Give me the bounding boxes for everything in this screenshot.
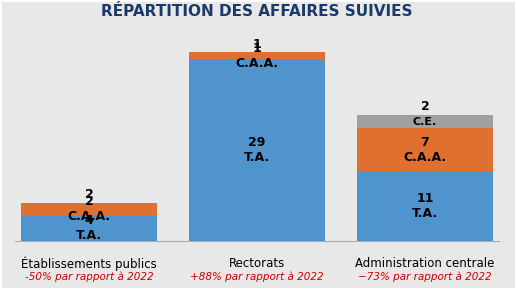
Text: −73% par rapport à 2022: −73% par rapport à 2022 — [358, 271, 492, 281]
Bar — [189, 52, 325, 59]
Text: 2
C.A.A.: 2 C.A.A. — [68, 195, 111, 223]
Text: 2: 2 — [421, 100, 429, 113]
Bar — [21, 216, 157, 241]
Text: 4
T.A.: 4 T.A. — [76, 214, 102, 242]
Text: 29
T.A.: 29 T.A. — [244, 136, 270, 164]
Title: RÉPARTITION DES AFFAIRES SUIVIES: RÉPARTITION DES AFFAIRES SUIVIES — [101, 4, 413, 19]
Text: 2: 2 — [85, 188, 94, 201]
Bar — [357, 172, 493, 241]
Text: +88% par rapport à 2022: +88% par rapport à 2022 — [190, 271, 324, 281]
Text: Administration centrale: Administration centrale — [355, 257, 494, 270]
Bar — [21, 203, 157, 216]
Bar — [357, 115, 493, 128]
Text: 1
C.A.A.: 1 C.A.A. — [235, 42, 279, 70]
Bar — [357, 128, 493, 172]
Text: C.E.: C.E. — [413, 116, 437, 127]
Text: -50% par rapport à 2022: -50% par rapport à 2022 — [25, 271, 154, 281]
Text: 7
C.A.A.: 7 C.A.A. — [404, 136, 446, 164]
Text: 1: 1 — [253, 38, 262, 51]
Text: 11
T.A.: 11 T.A. — [412, 192, 438, 220]
Text: Établissements publics: Établissements publics — [22, 257, 157, 271]
Bar — [189, 59, 325, 241]
Text: Rectorats: Rectorats — [229, 257, 285, 270]
